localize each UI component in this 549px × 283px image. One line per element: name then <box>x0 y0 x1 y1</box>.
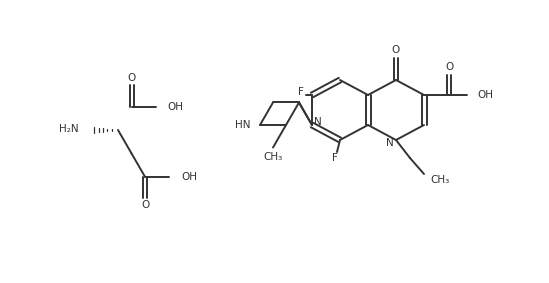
Text: H₂N: H₂N <box>59 124 79 134</box>
Text: CH₃: CH₃ <box>264 151 283 162</box>
Text: OH: OH <box>168 102 184 112</box>
Text: O: O <box>127 73 136 83</box>
Text: O: O <box>392 45 400 55</box>
Text: CH₃: CH₃ <box>430 175 449 185</box>
Text: F: F <box>332 153 338 163</box>
Text: N: N <box>386 138 394 148</box>
Text: F: F <box>298 87 304 97</box>
Text: OH: OH <box>181 172 197 182</box>
Text: OH: OH <box>477 90 493 100</box>
Text: O: O <box>445 62 453 72</box>
Text: O: O <box>141 200 149 210</box>
Text: HN: HN <box>234 120 250 130</box>
Text: N: N <box>314 117 322 127</box>
